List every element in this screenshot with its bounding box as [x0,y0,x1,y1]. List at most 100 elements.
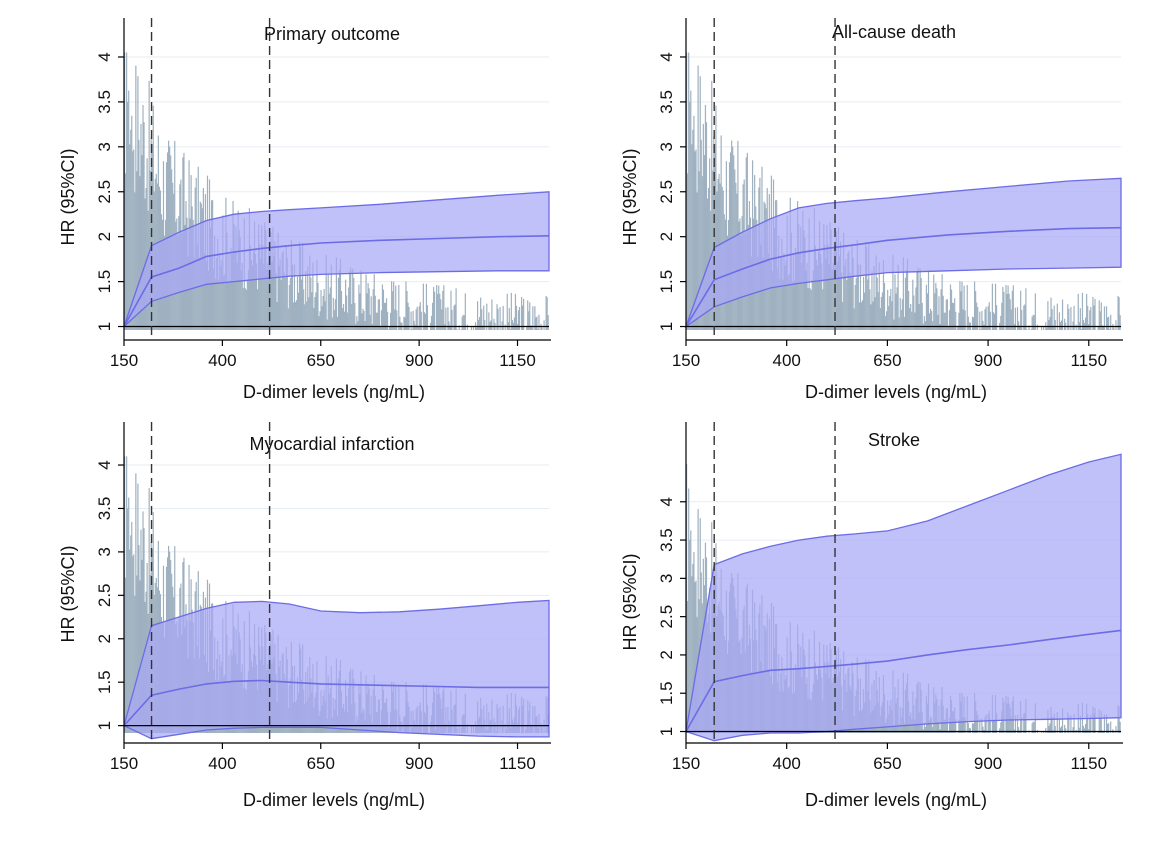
histogram-bar [404,317,406,330]
histogram-bar [1053,713,1055,733]
y-tick-label: 3 [95,142,114,151]
histogram-bar [821,263,823,330]
histogram-bar [448,321,450,330]
ci-band [123,599,550,740]
hr-curve [685,629,1122,732]
histogram-bar [483,305,485,330]
histogram-bar [390,312,392,330]
histogram-bar [375,312,377,330]
histogram-bar [1033,315,1035,330]
histogram-bar [322,295,324,330]
histogram-bar [294,302,297,330]
histogram-bar [827,244,829,330]
histogram-bar [982,320,984,330]
histogram-bar [285,245,287,330]
histogram-bar [868,242,870,330]
histogram-bar [695,580,697,733]
histogram-bar [125,577,127,733]
histogram-bar [327,274,329,330]
y-tick-label: 1 [657,727,676,736]
histogram-bar [924,726,926,733]
histogram-bar [422,283,424,330]
histogram-bar [980,329,982,330]
histogram-bar [700,139,702,330]
histogram-bar [871,271,873,330]
histogram-bar [870,304,872,330]
histogram-bar [125,173,127,330]
histogram-bar [840,272,843,330]
histogram-bar [954,298,956,330]
histogram-bar [518,307,521,330]
histogram-bar [799,251,801,330]
histogram-bar [1086,293,1088,330]
histogram-bar [271,261,273,330]
histogram-bar [1017,727,1020,733]
histogram-bar [988,710,990,733]
histogram-bar [905,269,908,330]
histogram-bar [971,723,974,733]
histogram-bar [921,302,923,330]
histogram-bar [967,316,969,330]
histogram-bar [220,265,222,330]
histogram-bar [227,282,229,330]
histogram-bar [509,328,511,330]
y-tick-label: 3 [95,547,114,556]
histogram-bar [336,316,339,330]
histogram-bar [239,237,241,330]
histogram-bar [972,723,975,733]
histogram-bar [1072,727,1074,733]
plot-area: 1 1.5 2 2.5 3 3.5 4 150 400 650 900 1150 [657,422,1123,773]
histogram-bar [934,293,936,330]
x-tick-label: 150 [672,754,700,773]
histogram-bar [417,326,419,330]
histogram-bar [381,284,384,330]
histogram-bar [395,285,397,330]
histogram-bar [345,279,347,330]
histogram-bar [424,313,427,330]
histogram-bar [995,305,998,330]
histogram-bar [853,308,855,330]
histogram-bar [807,288,809,330]
histogram-bar [1105,714,1108,733]
histogram-bar [470,326,473,330]
histogram-bar [1005,284,1007,330]
histogram-bar [938,296,940,330]
histogram-bar [359,293,361,330]
histogram-bar [892,254,894,330]
histogram-bar [1106,723,1109,733]
histogram-bar [861,300,864,330]
histogram-bar [1119,315,1121,330]
histogram-bar [307,266,309,330]
histogram-bar [126,456,128,733]
histogram-bar [689,101,691,331]
histogram-bar [1100,302,1102,330]
histogram-bar [928,720,931,733]
histogram-bar [1058,719,1061,733]
histogram-bar [932,726,934,733]
y-axis-label: HR (95%CI) [620,553,640,650]
histogram-bar [1010,309,1012,330]
histogram-bar [537,329,539,330]
histogram-bar [513,317,516,330]
panel-title: Stroke [868,430,920,450]
histogram-bar [880,296,882,330]
histogram-bar [463,315,465,330]
y-tick-label: 1 [657,322,676,331]
histogram-bar [187,256,189,330]
histogram-bar [859,264,862,330]
histogram-bar [198,257,200,330]
histogram-bar [356,316,358,330]
histogram-bar [131,521,133,733]
histogram-bar [920,278,922,330]
histogram-bar [365,274,367,330]
histogram-bar [961,281,963,330]
histogram-bar [416,306,418,330]
histogram-bar [1083,728,1086,733]
histogram-bar [531,326,533,330]
histogram-bar [816,265,819,330]
histogram-bar [140,529,142,733]
histogram-bar [1047,301,1049,330]
histogram-bar [263,263,265,330]
histogram-bar [240,270,242,330]
histogram-bar [1068,308,1070,330]
